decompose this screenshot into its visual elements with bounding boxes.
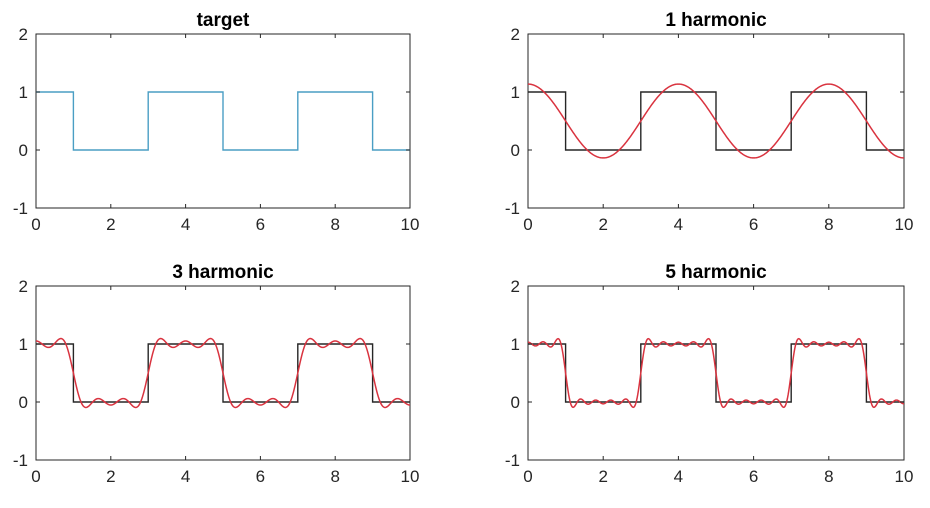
x-tick-label: 0 (523, 467, 532, 486)
x-tick-label: 4 (181, 467, 190, 486)
plot-area (36, 337, 410, 409)
x-tick-label: 10 (401, 215, 420, 234)
y-tick-label: 2 (511, 25, 520, 44)
chart-title: 3 harmonic (172, 262, 274, 283)
square-wave-line (36, 91, 410, 151)
x-tick-label: 8 (330, 215, 339, 234)
y-tick-label: 0 (19, 141, 28, 160)
x-tick-label: 8 (824, 467, 833, 486)
harmonic-approximation-line (528, 337, 904, 409)
chart-title: target (197, 10, 250, 31)
y-tick-label: 1 (19, 335, 28, 354)
y-tick-label: -1 (505, 451, 520, 470)
x-tick-label: 6 (256, 467, 265, 486)
plot-area (36, 91, 410, 151)
x-tick-label: 4 (181, 215, 190, 234)
y-tick-label: -1 (13, 451, 28, 470)
y-tick-label: 2 (19, 25, 28, 44)
x-tick-label: 8 (824, 215, 833, 234)
y-tick-label: -1 (505, 199, 520, 218)
x-tick-label: 10 (895, 215, 914, 234)
x-tick-label: 4 (674, 215, 683, 234)
x-tick-label: 2 (598, 215, 607, 234)
x-tick-label: 2 (106, 467, 115, 486)
y-tick-label: 2 (19, 277, 28, 296)
x-tick-label: 2 (106, 215, 115, 234)
x-tick-label: 0 (31, 467, 40, 486)
plot-area (528, 83, 904, 159)
harmonic-approximation-line (528, 83, 904, 159)
x-tick-label: 4 (674, 467, 683, 486)
harmonic-approximation-line (36, 337, 410, 409)
chart-title: 5 harmonic (665, 262, 767, 283)
y-tick-label: 0 (19, 393, 28, 412)
x-tick-label: 0 (31, 215, 40, 234)
plot-area (528, 337, 904, 409)
y-tick-label: 1 (19, 83, 28, 102)
y-tick-label: 0 (511, 141, 520, 160)
x-tick-label: 6 (749, 467, 758, 486)
x-tick-label: 10 (895, 467, 914, 486)
x-tick-label: 6 (749, 215, 758, 234)
y-tick-label: 1 (511, 83, 520, 102)
y-tick-label: 1 (511, 335, 520, 354)
x-tick-label: 8 (330, 467, 339, 486)
x-tick-label: 2 (598, 467, 607, 486)
y-tick-label: -1 (13, 199, 28, 218)
y-tick-label: 2 (511, 277, 520, 296)
x-tick-label: 6 (256, 215, 265, 234)
chart-title: 1 harmonic (665, 10, 767, 31)
y-tick-label: 0 (511, 393, 520, 412)
x-tick-label: 10 (401, 467, 420, 486)
x-tick-label: 0 (523, 215, 532, 234)
